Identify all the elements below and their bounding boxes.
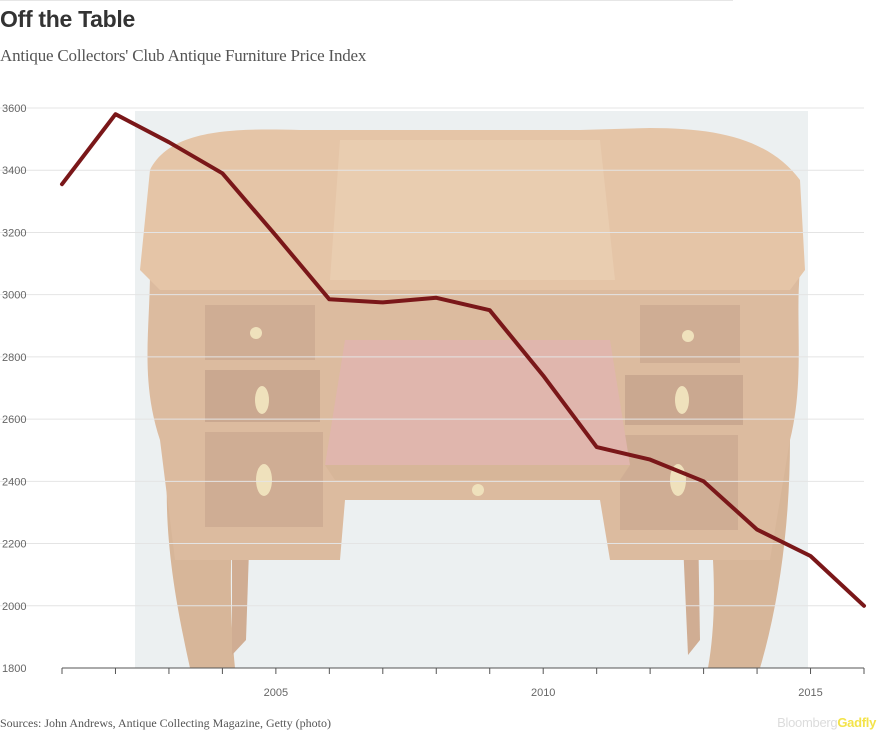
x-tick-label: 2010 xyxy=(531,687,555,699)
brand-logo-part1: Bloomberg xyxy=(777,715,838,730)
y-tick-label: 2000 xyxy=(2,601,26,613)
photo-fade-overlay xyxy=(135,111,808,668)
top-rule xyxy=(0,0,733,1)
source-note: Sources: John Andrews, Antique Collectin… xyxy=(0,716,331,730)
y-tick-label: 2200 xyxy=(2,539,26,551)
y-tick-label: 3200 xyxy=(2,227,26,239)
y-tick-label: 3600 xyxy=(2,103,26,115)
price-index-line xyxy=(60,112,866,608)
keyhole-right-1 xyxy=(675,386,689,414)
knob-center xyxy=(472,484,484,496)
y-tick-label: 2600 xyxy=(2,414,26,426)
y-tick-label: 2400 xyxy=(2,476,26,488)
chart-title: Off the Table xyxy=(0,6,135,32)
knob-left xyxy=(250,327,262,339)
x-axis: 2005 2010 2015 xyxy=(61,667,865,699)
keyhole-left-1 xyxy=(255,386,269,414)
x-tick-label: 2015 xyxy=(798,687,822,699)
y-tick-label: 1800 xyxy=(2,663,26,675)
chart-subtitle: Antique Collectors' Club Antique Furnitu… xyxy=(0,46,367,65)
y-tick-label: 2800 xyxy=(2,352,26,364)
brand-logo-part2: Gadfly xyxy=(837,715,876,730)
brand-logo: BloombergGadfly xyxy=(777,715,876,730)
writing-slide xyxy=(325,340,630,465)
background-photo xyxy=(135,111,808,668)
y-axis-ticks: 1800 2000 2200 2400 2600 2800 3000 3200 3400 3600 xyxy=(2,103,26,675)
y-tick-label: 3000 xyxy=(2,290,26,302)
desk-top-center xyxy=(330,140,615,280)
keyhole-left-2 xyxy=(256,464,272,496)
x-tick-label: 2005 xyxy=(264,687,288,699)
knob-right xyxy=(682,330,694,342)
writing-slide-edge xyxy=(325,465,630,480)
gridlines xyxy=(0,107,864,607)
y-tick-label: 3400 xyxy=(2,165,26,177)
